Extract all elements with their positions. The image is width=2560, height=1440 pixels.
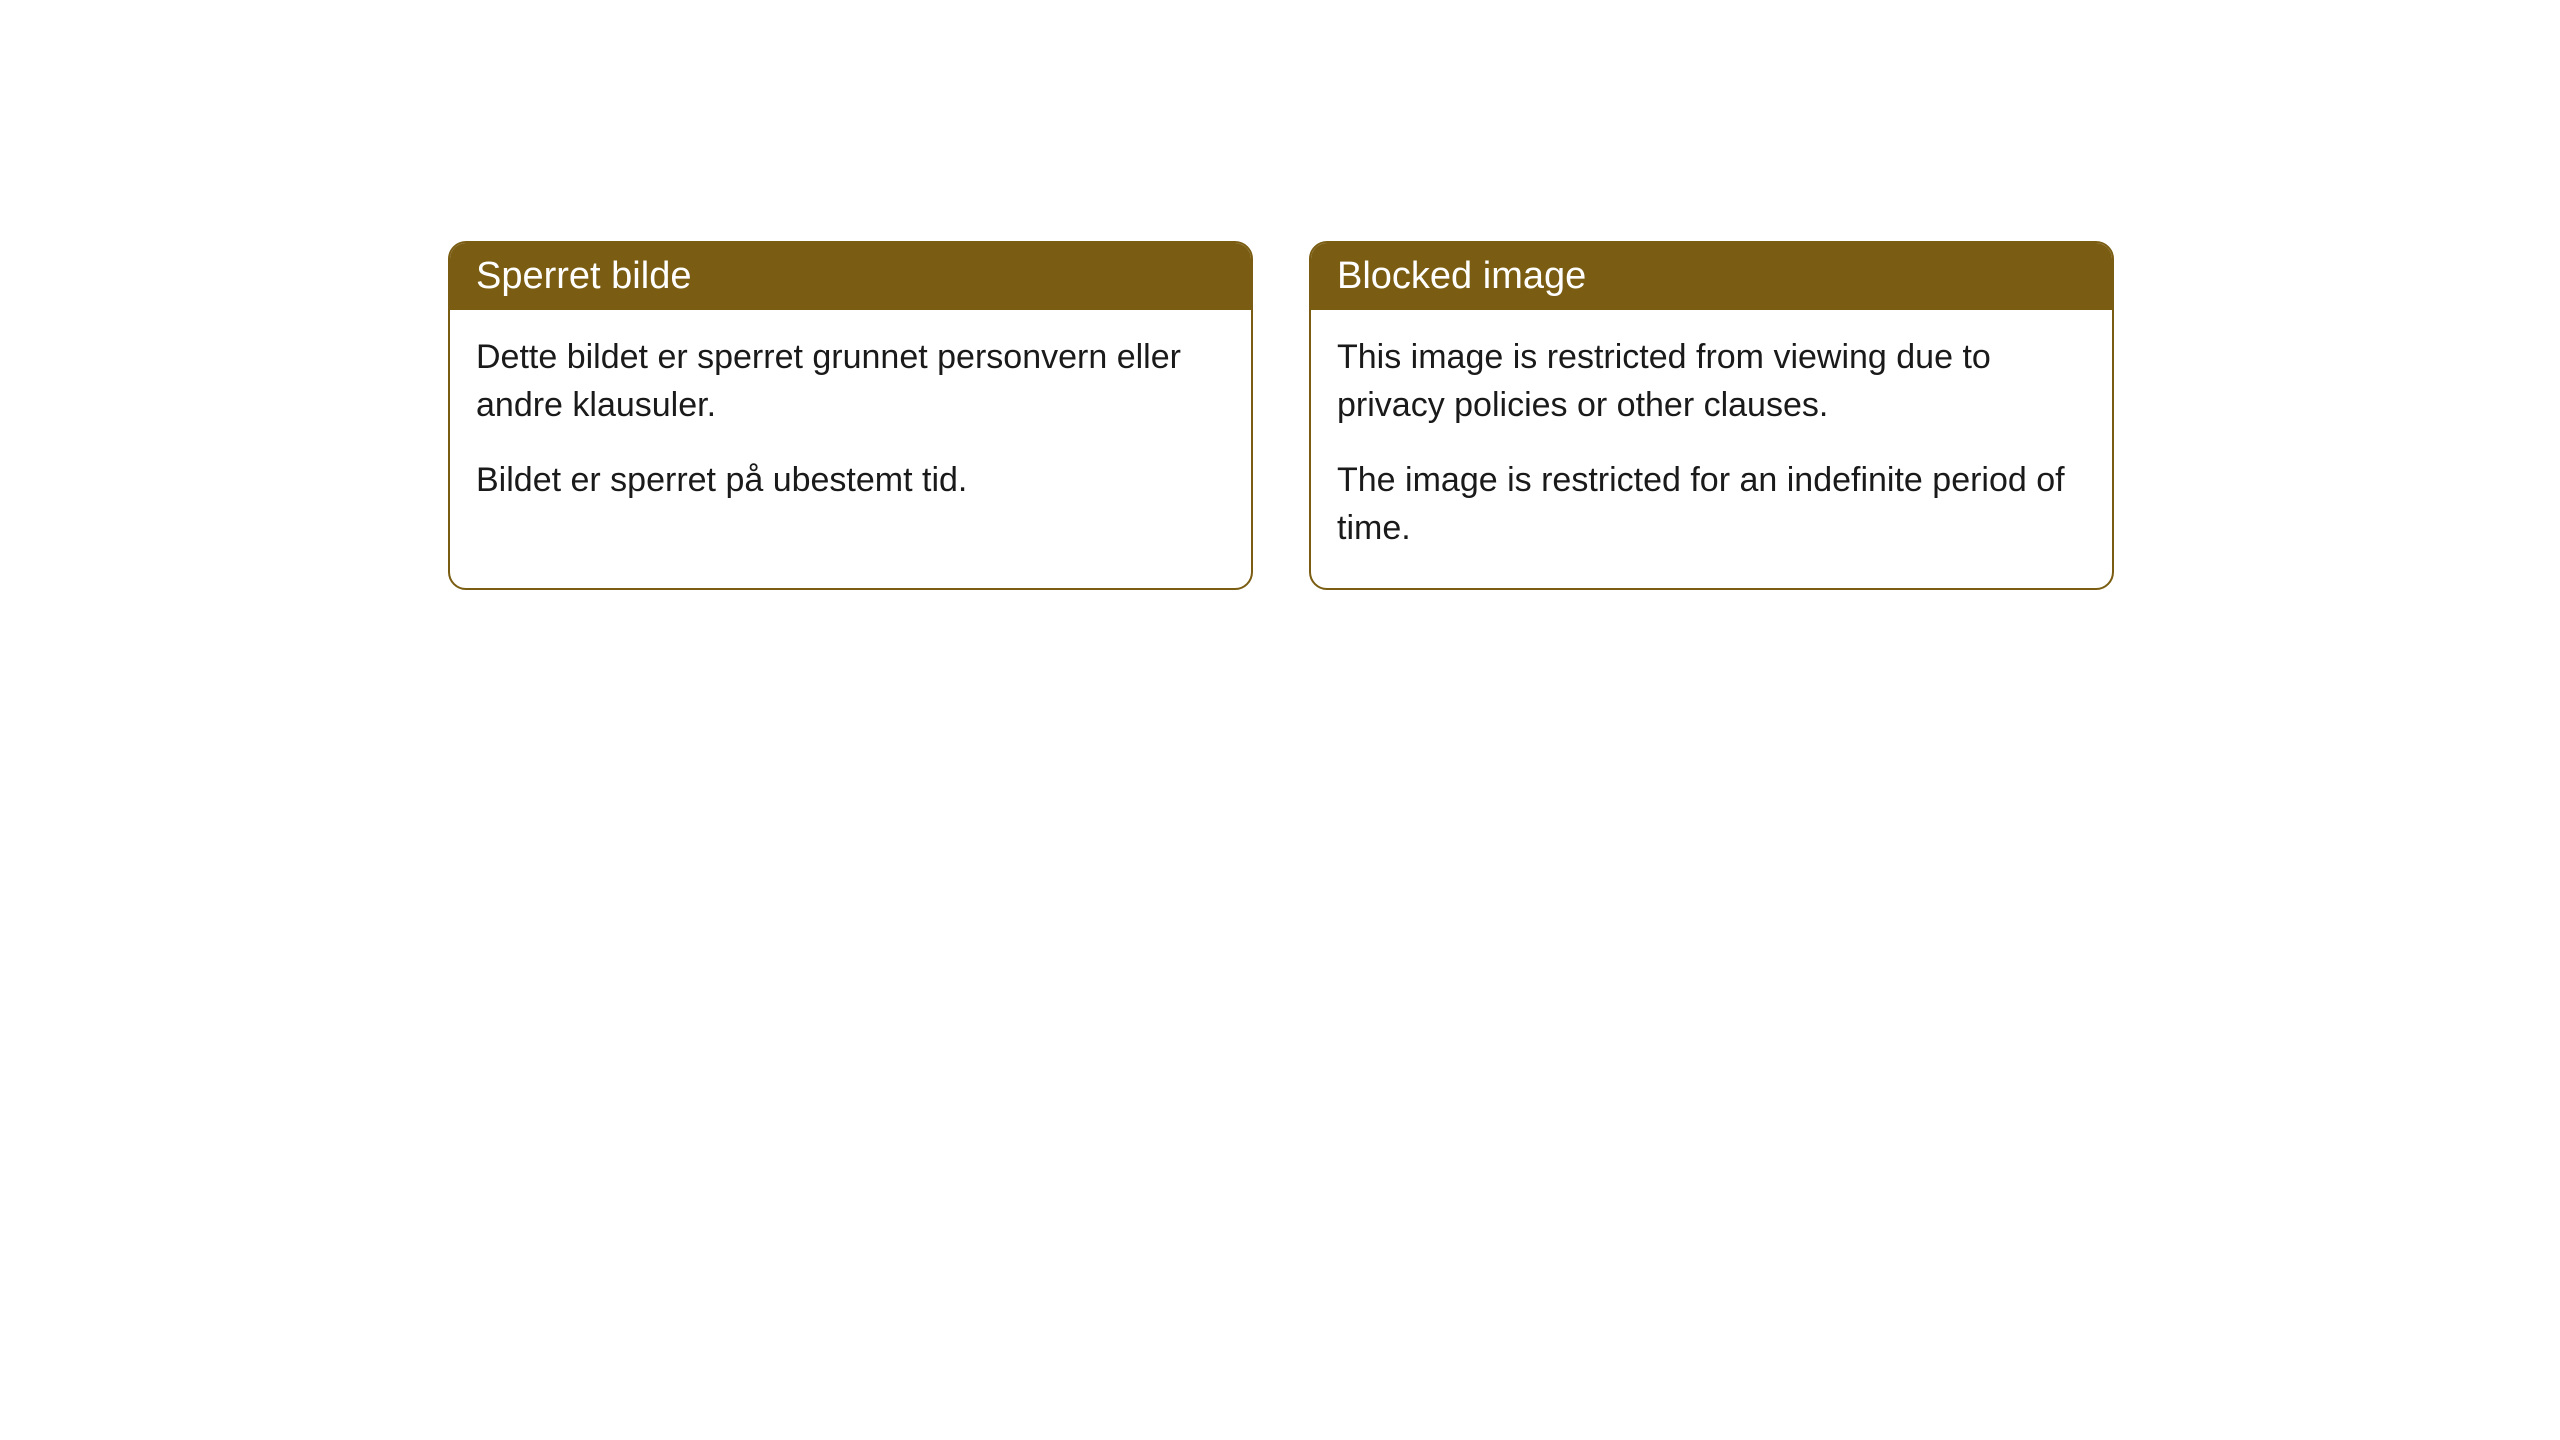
card-title: Blocked image [1337, 255, 1586, 297]
card-body: This image is restricted from viewing du… [1311, 310, 2112, 588]
cards-container: Sperret bilde Dette bildet er sperret gr… [448, 241, 2114, 590]
card-paragraph: Dette bildet er sperret grunnet personve… [476, 334, 1225, 429]
card-header: Blocked image [1311, 243, 2112, 310]
blocked-image-card-norwegian: Sperret bilde Dette bildet er sperret gr… [448, 241, 1253, 590]
blocked-image-card-english: Blocked image This image is restricted f… [1309, 241, 2114, 590]
card-paragraph: This image is restricted from viewing du… [1337, 334, 2086, 429]
card-title: Sperret bilde [476, 255, 691, 297]
card-paragraph: Bildet er sperret på ubestemt tid. [476, 457, 1225, 505]
card-paragraph: The image is restricted for an indefinit… [1337, 457, 2086, 552]
card-header: Sperret bilde [450, 243, 1251, 310]
card-body: Dette bildet er sperret grunnet personve… [450, 310, 1251, 541]
